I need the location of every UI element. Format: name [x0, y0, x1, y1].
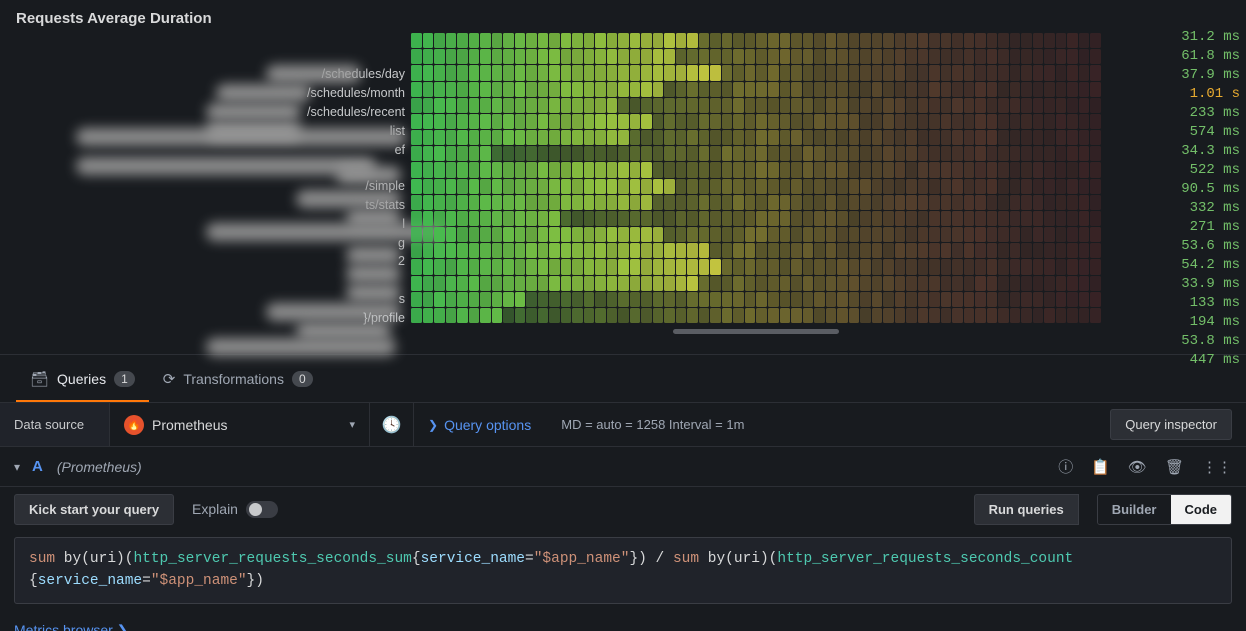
heatmap-value-2: 37.9 ms	[1181, 67, 1240, 83]
row-label-2: /schedules/recent	[307, 105, 405, 119]
explain-toggle-switch[interactable]	[246, 501, 278, 518]
heatmap-hscrollbar-track[interactable]	[411, 329, 1101, 334]
data-source-label: Data source	[0, 403, 110, 446]
heatmap-value-17: 447 ms	[1190, 352, 1240, 368]
grafana-panel-app: Requests Average Duration /schedules/day…	[0, 0, 1246, 631]
tab-queries-label: Queries	[57, 371, 106, 387]
code-editor-wrap: sum by(uri)(http_server_requests_seconds…	[0, 531, 1246, 614]
code-mode-option[interactable]: Code	[1171, 495, 1232, 524]
heatmap-hscrollbar-thumb[interactable]	[673, 329, 839, 334]
query-datasource-tag: (Prometheus)	[57, 459, 142, 475]
heatmap-value-11: 53.6 ms	[1181, 238, 1240, 254]
drag-handle-icon[interactable]: ⋮⋮	[1202, 456, 1232, 477]
heatmap-value-1: 61.8 ms	[1181, 48, 1240, 64]
clock-icon: 🕓	[382, 415, 402, 435]
heatmap-value-8: 90.5 ms	[1181, 181, 1240, 197]
transform-icon: ⟳	[163, 370, 176, 388]
query-options-label: Query options	[444, 417, 531, 433]
heatmap-value-12: 54.2 ms	[1181, 257, 1240, 273]
metrics-browser-link[interactable]: Metrics browser ❯	[14, 622, 128, 631]
heatmap-value-3: 1.01 s	[1190, 86, 1240, 102]
delete-icon[interactable]: 🗑	[1165, 456, 1184, 477]
query-options-toggle[interactable]: ❯ Query options	[414, 403, 545, 446]
heatmap-grid[interactable]	[411, 33, 1101, 323]
metrics-browser-row: Metrics browser ❯	[0, 614, 1246, 631]
help-icon[interactable]: ⓘ	[1058, 456, 1073, 477]
heatmap-value-13: 33.9 ms	[1181, 276, 1240, 292]
heatmap-panel: Requests Average Duration /schedules/day…	[0, 0, 1246, 355]
heatmap-value-5: 574 ms	[1190, 124, 1240, 140]
chevron-down-icon: ▾	[349, 418, 355, 431]
query-action-row: Kick start your query Explain Run querie…	[0, 487, 1246, 531]
heatmap-value-16: 53.8 ms	[1181, 333, 1240, 349]
tab-transformations-label: Transformations	[183, 371, 284, 387]
history-icon-button[interactable]: 🕓	[370, 403, 414, 446]
builder-code-switch: Builder Code	[1097, 494, 1232, 525]
chevron-right-icon: ❯	[428, 418, 438, 432]
database-icon: 🗃	[30, 370, 49, 388]
heatmap-value-column: 31.2 ms 61.8 ms 37.9 ms 1.01 s 233 ms 574 ms 3…	[1106, 33, 1246, 338]
query-meta-info: MD = auto = 1258 Interval = 1m	[561, 417, 744, 432]
tab-queries[interactable]: 🗃 Queries 1	[16, 355, 149, 402]
heatmap-value-0: 31.2 ms	[1181, 29, 1240, 45]
run-queries-button[interactable]: Run queries	[974, 494, 1079, 525]
query-row-header: ▾ A (Prometheus) ⓘ 📋 👁 🗑 ⋮⋮	[0, 447, 1246, 487]
tab-transformations[interactable]: ⟳ Transformations 0	[149, 355, 327, 402]
heatmap-area: /schedules/day /schedules/month /schedul…	[16, 33, 1246, 338]
query-collapse-icon[interactable]: ▾	[14, 460, 20, 474]
tab-transformations-count: 0	[292, 371, 313, 387]
datasource-row: Data source 🔥 Prometheus ▾ 🕓 ❯ Query opt…	[0, 403, 1246, 447]
heatmap-value-14: 133 ms	[1190, 295, 1240, 311]
row-label-1: /schedules/month	[307, 86, 405, 100]
heatmap-value-10: 271 ms	[1190, 219, 1240, 235]
kickstart-query-button[interactable]: Kick start your query	[14, 494, 174, 525]
explain-toggle-group: Explain	[192, 501, 278, 518]
row-labels-column: /schedules/day /schedules/month /schedul…	[16, 33, 411, 338]
explain-label: Explain	[192, 501, 238, 517]
tab-queries-count: 1	[114, 371, 135, 387]
heatmap-value-4: 233 ms	[1190, 105, 1240, 121]
prometheus-icon: 🔥	[124, 415, 144, 435]
heatmap-value-15: 194 ms	[1190, 314, 1240, 330]
heatmap-value-9: 332 ms	[1190, 200, 1240, 216]
query-inspector-button[interactable]: Query inspector	[1110, 409, 1232, 440]
query-row-action-icons: ⓘ 📋 👁 🗑 ⋮⋮	[1058, 456, 1232, 477]
eye-icon[interactable]: 👁	[1128, 456, 1147, 477]
heatmap-value-7: 522 ms	[1190, 162, 1240, 178]
query-letter-label: A	[32, 458, 43, 475]
duplicate-icon[interactable]: 📋	[1091, 456, 1110, 477]
heatmap-grid-container[interactable]	[411, 33, 1101, 323]
heatmap-value-6: 34.3 ms	[1181, 143, 1240, 159]
panel-title: Requests Average Duration	[16, 10, 1246, 27]
datasource-select[interactable]: 🔥 Prometheus ▾	[110, 403, 370, 446]
builder-mode-option[interactable]: Builder	[1098, 495, 1171, 524]
query-editor-tabs: 🗃 Queries 1 ⟳ Transformations 0	[0, 355, 1246, 403]
row-label-13: s	[399, 292, 405, 306]
datasource-selected-value: Prometheus	[152, 417, 227, 433]
promql-code-editor[interactable]: sum by(uri)(http_server_requests_seconds…	[14, 537, 1232, 604]
